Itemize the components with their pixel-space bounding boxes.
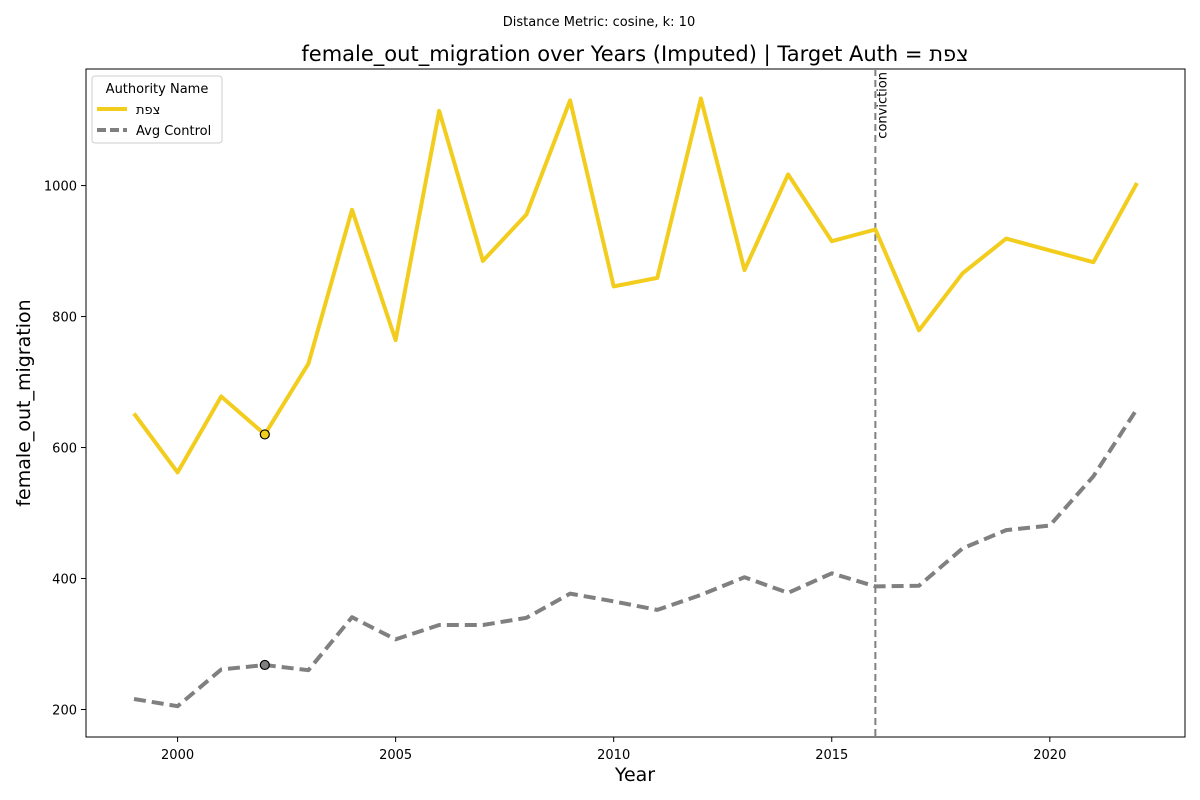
series-line-avg-control: [133, 407, 1139, 709]
y-tick-label: 600: [52, 442, 77, 457]
x-tick-label: 2005: [379, 748, 412, 763]
x-tick-label: 2020: [1033, 748, 1066, 763]
x-tick-label: 2000: [161, 748, 194, 763]
legend: Authority Name צפת Avg Control: [91, 75, 223, 144]
highlight-marker: [259, 429, 270, 440]
conviction-label: conviction: [875, 72, 890, 139]
y-tick-label: 400: [52, 573, 77, 588]
y-axis-label: female_out_migration: [13, 299, 35, 506]
legend-entry: צפת: [136, 103, 160, 118]
series-line-target: [132, 96, 1139, 475]
x-tick-label: 2015: [815, 748, 848, 763]
highlight-marker: [259, 659, 270, 671]
plot-frame: [85, 68, 1186, 738]
x-axis-label: Year: [614, 764, 655, 786]
y-tick-label: 800: [52, 311, 77, 326]
plot-area: 2000 2005 2010 2015 2020 200 400 600 800 1000 conv…: [44, 68, 1186, 763]
y-tick-label: 1000: [44, 180, 77, 195]
chart-suptitle: Distance Metric: cosine, k: 10: [503, 15, 695, 30]
legend-title: Authority Name: [106, 82, 209, 97]
chart-title: female_out_migration over Years (Imputed…: [301, 42, 968, 67]
legend-entry: Avg Control: [136, 124, 211, 139]
legend-box: [91, 75, 223, 144]
x-tick-label: 2010: [597, 748, 630, 763]
y-tick-label: 200: [52, 703, 77, 718]
